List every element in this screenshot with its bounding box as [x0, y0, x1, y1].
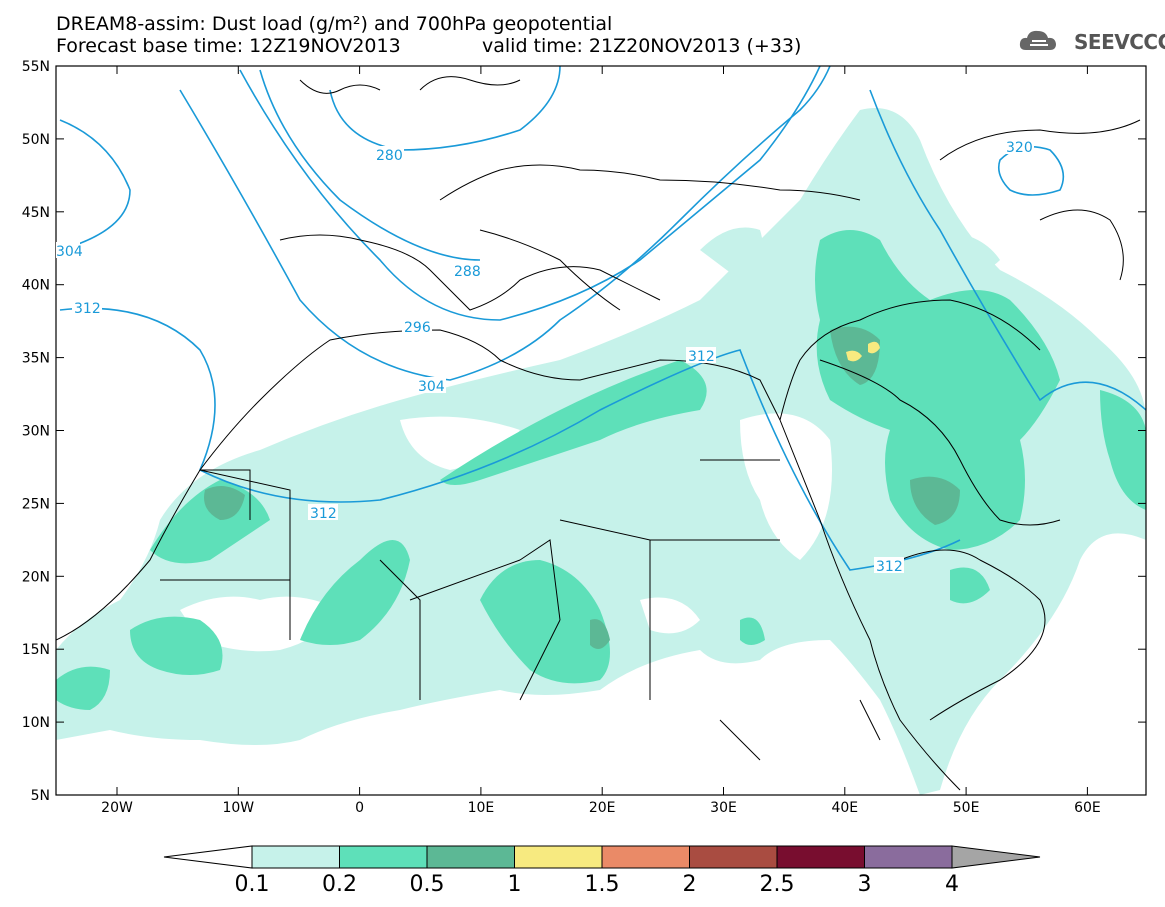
latitude-ticks: 55N 50N 45N 40N 35N 30N 25N 20N 15N 10N 5N: [22, 59, 1146, 804]
lon-label: 60E: [1074, 800, 1101, 816]
lon-label: 20E: [589, 800, 616, 816]
colorbar-tick-label: 1: [507, 872, 522, 897]
colorbar-tick-label: 2.5: [759, 872, 795, 897]
cloud-icon: [1019, 30, 1056, 50]
colorbar-segment: [601, 845, 690, 869]
colorbar-tick-label: 0.2: [322, 872, 357, 897]
dust-fields: [56, 66, 1146, 795]
lon-label: 40E: [831, 800, 858, 816]
logo-text: SEEVCCC: [1074, 30, 1165, 54]
lon-label: 0: [355, 800, 364, 816]
colorbar-segment: [689, 845, 778, 869]
contour-label: 312: [688, 349, 715, 365]
colorbar-tick-label: 1.5: [584, 872, 620, 897]
contour-labels: 280 288 296 304 304 312 312 312 312 320: [56, 138, 1034, 575]
lat-label: 5N: [31, 788, 50, 804]
colorbar-tick-label: 3: [857, 872, 872, 897]
valid-time: valid time: 21Z20NOV2013 (+33): [482, 35, 802, 57]
lat-label: 15N: [22, 642, 50, 658]
colorbar-segment: [951, 845, 1041, 869]
contour-label: 280: [376, 148, 403, 164]
lon-label: 50E: [953, 800, 980, 816]
colorbar-tick-label: 4: [945, 872, 959, 897]
colorbar-segment: [514, 845, 603, 869]
contour-label: 312: [74, 301, 101, 317]
map-title: DREAM8-assim: Dust load (g/m²) and 700hP…: [56, 13, 613, 35]
lon-label: 30E: [710, 800, 737, 816]
colorbar-segment: [163, 845, 253, 869]
contour-label: 320: [1006, 140, 1033, 156]
colorbar: [163, 845, 1041, 869]
lat-label: 10N: [22, 715, 50, 731]
contour-label: 288: [454, 264, 481, 280]
colorbar-tick-label: 2: [682, 872, 697, 897]
lon-label: 20W: [101, 800, 133, 816]
lat-label: 45N: [22, 205, 50, 221]
colorbar-tick-label: 0.1: [234, 872, 270, 897]
contour-label: 312: [310, 506, 337, 522]
contour-label: 304: [418, 379, 445, 395]
forecast-base-time: Forecast base time: 12Z19NOV2013: [56, 35, 401, 57]
lat-label: 50N: [22, 132, 50, 148]
lat-label: 35N: [22, 351, 50, 367]
lon-label: 10W: [222, 800, 254, 816]
colorbar-segment: [339, 845, 428, 869]
contour-label: 296: [404, 320, 431, 336]
contour-label: 304: [56, 244, 83, 260]
lon-label: 10E: [468, 800, 495, 816]
lat-label: 20N: [22, 569, 50, 585]
lat-label: 55N: [22, 59, 50, 75]
colorbar-segment: [251, 845, 340, 869]
longitude-ticks: 20W 10W 0 10E 20E 30E 40E 50E 60E: [101, 66, 1101, 816]
colorbar-segment: [426, 845, 515, 869]
colorbar-tick-label: 0.5: [409, 872, 445, 897]
colorbar-segment: [776, 845, 865, 869]
lat-label: 30N: [22, 424, 50, 440]
coastlines: [56, 76, 1141, 791]
lat-label: 25N: [22, 496, 50, 512]
lat-label: 40N: [22, 278, 50, 294]
contour-label: 312: [876, 559, 903, 575]
colorbar-segment: [864, 845, 953, 869]
